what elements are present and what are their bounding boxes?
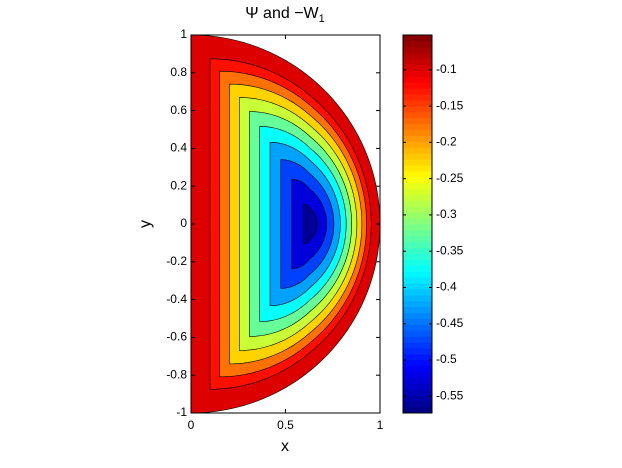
- y-tick-label: -0.2: [166, 254, 187, 268]
- colorbar-cell: [403, 365, 432, 373]
- colorbar-cell: [403, 40, 432, 48]
- colorbar-cell: [403, 94, 432, 101]
- y-tick-label: -0.6: [166, 330, 187, 344]
- colorbar-cell: [403, 247, 432, 255]
- colorbar-cell: [403, 188, 432, 195]
- title-subscript: 1: [319, 13, 325, 25]
- chart-title: Ψ and −W1: [245, 5, 325, 25]
- colorbar-cell: [403, 330, 432, 337]
- y-tick-label: -1: [176, 405, 187, 419]
- colorbar-cell: [403, 52, 432, 60]
- colorbar-cell: [403, 64, 432, 71]
- colorbar-tick-label: -0.55: [436, 388, 464, 402]
- y-tick-label: 1: [180, 27, 187, 41]
- colorbar-cell: [403, 46, 432, 54]
- colorbar-cell: [403, 76, 432, 83]
- y-tick-label: 0.8: [170, 65, 187, 79]
- colorbar-cell: [403, 218, 432, 225]
- colorbar-cell: [403, 401, 432, 408]
- colorbar-cell: [403, 229, 432, 237]
- colorbar-cell: [403, 324, 432, 331]
- contour-region: [303, 203, 318, 245]
- colorbar-cell: [403, 395, 432, 402]
- colorbar-cell: [403, 117, 432, 125]
- colorbar-tick-label: -0.45: [436, 316, 464, 330]
- colorbar-cell: [403, 241, 432, 249]
- colorbar-tick-label: -0.35: [436, 243, 464, 257]
- colorbar-tick-label: -0.5: [436, 352, 457, 366]
- colorbar-cell: [403, 153, 432, 160]
- colorbar-cell: [403, 58, 432, 66]
- colorbar-cell: [403, 88, 432, 95]
- colorbar-cell: [403, 342, 432, 349]
- y-tick-label: 0.4: [170, 141, 187, 155]
- colorbar-cell: [403, 200, 432, 207]
- colorbar-cell: [403, 99, 432, 107]
- colorbar-tick-label: -0.1: [436, 62, 457, 76]
- colorbar-cell: [403, 159, 432, 166]
- y-tick-label: 0: [180, 216, 187, 230]
- colorbar-cell: [403, 359, 432, 367]
- colorbar-cell: [403, 294, 432, 302]
- colorbar-cell: [403, 277, 432, 284]
- colorbar-cell: [403, 129, 432, 136]
- title-main: Ψ and −W: [245, 5, 319, 22]
- y-tick-label: -0.8: [166, 367, 187, 381]
- x-tick-label: 0.5: [277, 418, 294, 432]
- colorbar-cell: [403, 224, 432, 231]
- x-tick-label: 0: [188, 418, 195, 432]
- colorbar-cell: [403, 312, 432, 319]
- colorbar-cell: [403, 111, 432, 119]
- colorbar-cell: [403, 348, 432, 355]
- colorbar-tick-label: -0.25: [436, 171, 464, 185]
- x-tick-label: 1: [377, 418, 384, 432]
- colorbar-cell: [403, 377, 432, 384]
- colorbar-tick-label: -0.3: [436, 207, 457, 221]
- colorbar-cell: [403, 35, 432, 42]
- y-tick-label: 0.6: [170, 103, 187, 117]
- colorbar-cell: [403, 306, 432, 314]
- colorbar-cell: [403, 407, 432, 414]
- colorbar-cell: [403, 283, 432, 290]
- colorbar-tick-label: -0.4: [436, 280, 457, 294]
- colorbar-tick-label: -0.2: [436, 135, 457, 149]
- colorbar-tick-label: -0.15: [436, 98, 464, 112]
- y-tick-label: 0.2: [170, 178, 187, 192]
- x-axis-label: x: [281, 438, 289, 455]
- colorbar-cell: [403, 135, 432, 142]
- colorbar-cell: [403, 235, 432, 243]
- y-tick-label: -0.4: [166, 292, 187, 306]
- colorbar-cell: [403, 265, 432, 272]
- colorbar-cell: [403, 212, 432, 219]
- colorbar-cell: [403, 176, 432, 184]
- colorbar-cell: [403, 253, 432, 260]
- colorbar-cell: [403, 389, 432, 396]
- colorbar-cell: [403, 271, 432, 278]
- colorbar-cell: [403, 300, 432, 308]
- colorbar-cell: [403, 170, 432, 178]
- colorbar-cell: [403, 182, 432, 190]
- colorbar-cell: [403, 194, 432, 201]
- colorbar-cell: [403, 383, 432, 390]
- colorbar-cell: [403, 123, 432, 130]
- colorbar-cell: [403, 318, 432, 325]
- colorbar-box: [402, 34, 433, 414]
- colorbar-cell: [403, 70, 432, 77]
- colorbar-cell: [403, 336, 432, 343]
- colorbar-cell: [403, 82, 432, 89]
- colorbar-cell: [403, 259, 432, 266]
- colorbar-cell: [403, 353, 432, 361]
- colorbar-cell: [403, 288, 432, 296]
- colorbar-cell: [403, 371, 432, 379]
- colorbar-cell: [403, 105, 432, 113]
- colorbar-cell: [403, 141, 432, 148]
- colorbar-cell: [403, 164, 432, 172]
- colorbar-cell: [403, 147, 432, 154]
- y-axis-label: y: [137, 220, 154, 228]
- colorbar-cell: [403, 206, 432, 213]
